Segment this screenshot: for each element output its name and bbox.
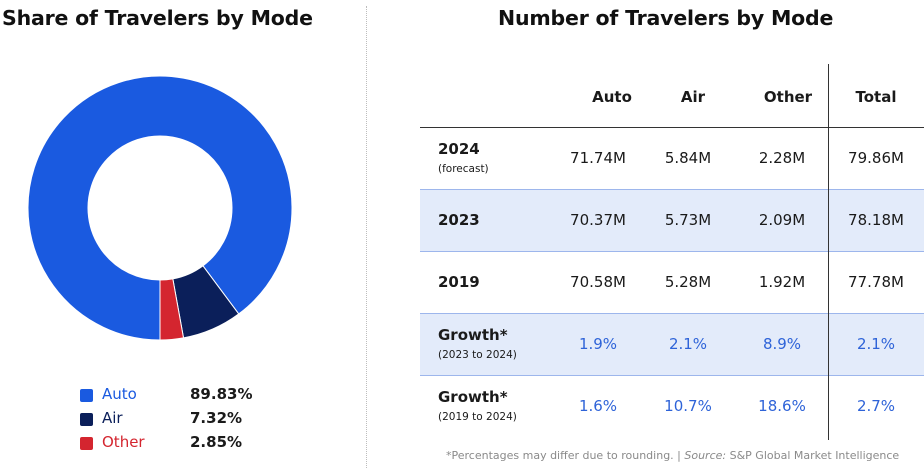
row-label: Growth* [438, 326, 508, 344]
table-cell: 2.1% [856, 335, 896, 353]
table-cell: 71.74M [570, 149, 626, 167]
total-column-rule [828, 64, 829, 440]
legend-value: 2.85% [190, 433, 243, 451]
table-cell: 79.86M [848, 149, 904, 167]
row-label: 2024 [438, 140, 480, 158]
column-header-other: Other [763, 88, 813, 106]
column-header-auto: Auto [592, 88, 632, 106]
table-row-growth-2019-2024: Growth* (2019 to 2024) 1.6% 10.7% 18.6% … [420, 376, 924, 437]
table-cell: 2.28M [758, 149, 806, 167]
legend-item-air: Air 7.32% [80, 408, 280, 432]
donut-chart-title: Share of Travelers by Mode [2, 6, 313, 30]
travelers-table: Auto Air Other Total 2024 (forecast) 71.… [420, 64, 924, 440]
donut-legend: Auto 89.83% Air 7.32% Other 2.85% [80, 384, 280, 456]
panel-divider [366, 6, 367, 468]
row-sublabel: (2019 to 2024) [438, 411, 517, 423]
table-cell: 2.09M [758, 211, 806, 229]
footnote-source-label: Source: [684, 449, 727, 462]
table-cell: 78.18M [848, 211, 904, 229]
legend-value: 7.32% [190, 409, 243, 427]
donut-slice-auto [27, 75, 293, 341]
table-cell: 5.28M [664, 273, 712, 291]
legend-item-other: Other 2.85% [80, 432, 280, 456]
table-row-2019: 2019 70.58M 5.28M 1.92M 77.78M [420, 252, 924, 313]
legend-swatch-other [80, 437, 93, 450]
table-row-growth-2023-2024: Growth* (2023 to 2024) 1.9% 2.1% 8.9% 2.… [420, 314, 924, 375]
row-label: 2019 [438, 273, 480, 291]
table-cell: 1.92M [758, 273, 806, 291]
table-cell: 1.6% [578, 397, 618, 415]
table-row-2024: 2024 (forecast) 71.74M 5.84M 2.28M 79.86… [420, 128, 924, 189]
table-cell: 18.6% [758, 397, 806, 415]
table-title: Number of Travelers by Mode [498, 6, 834, 30]
table-cell: 5.84M [664, 149, 712, 167]
legend-label: Other [102, 433, 145, 451]
row-divider [420, 251, 924, 252]
donut-slice-other [159, 278, 185, 341]
legend-label: Auto [102, 385, 137, 403]
table-cell: 70.58M [570, 273, 626, 291]
column-header-total: Total [855, 88, 897, 106]
table-cell: 10.7% [664, 397, 712, 415]
column-header-air: Air [680, 88, 706, 106]
row-divider [420, 313, 924, 314]
row-label: Growth* [438, 388, 508, 406]
header-rule [420, 127, 924, 128]
footnote-text: *Percentages may differ due to rounding.… [446, 449, 685, 462]
legend-label: Air [102, 409, 123, 427]
table-cell: 5.73M [664, 211, 712, 229]
table-cell: 77.78M [848, 273, 904, 291]
table-cell: 8.9% [762, 335, 802, 353]
row-divider [420, 189, 924, 190]
table-cell: 2.7% [856, 397, 896, 415]
table-row-2023: 2023 70.37M 5.73M 2.09M 78.18M [420, 190, 924, 251]
row-sublabel: (forecast) [438, 163, 489, 175]
table-cell: 1.9% [578, 335, 618, 353]
footnote-source: S&P Global Market Intelligence [726, 449, 900, 462]
legend-value: 89.83% [190, 385, 253, 403]
footnote: *Percentages may differ due to rounding.… [446, 449, 899, 462]
legend-item-auto: Auto 89.83% [80, 384, 280, 408]
legend-swatch-air [80, 413, 93, 426]
donut-chart [27, 75, 293, 341]
legend-swatch-auto [80, 389, 93, 402]
row-divider [420, 375, 924, 376]
row-label: 2023 [438, 211, 480, 229]
row-sublabel: (2023 to 2024) [438, 349, 517, 361]
table-cell: 70.37M [570, 211, 626, 229]
table-cell: 2.1% [668, 335, 708, 353]
